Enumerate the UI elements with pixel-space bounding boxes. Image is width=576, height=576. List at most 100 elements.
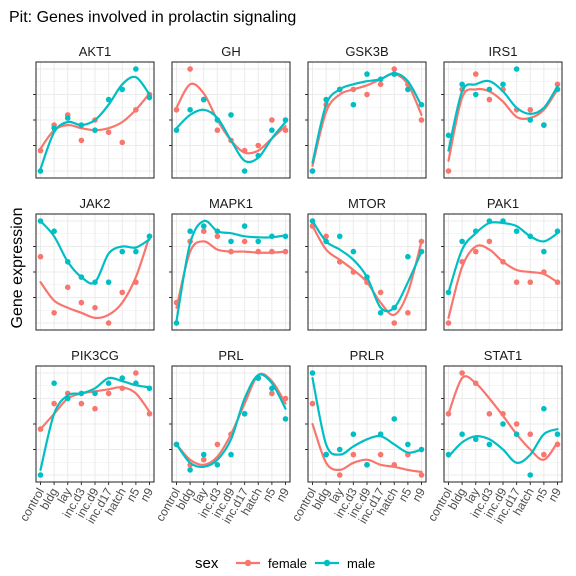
point-female-n9 [554,81,561,88]
strip-label: GSK3B [345,44,388,59]
point-male-inc.d17 [105,279,112,286]
point-male-lay [200,451,207,458]
point-male-inc.d9 [228,112,234,118]
point-male-n9 [282,117,289,123]
point-female-inc.d17 [377,451,384,458]
point-female-n9 [554,279,561,286]
point-female-inc.d3 [214,233,221,240]
point-female-inc.d3 [78,137,85,144]
point-male-n9 [146,233,153,240]
point-female-inc.d3 [486,238,493,245]
point-male-inc.d3 [214,117,221,123]
point-male-control [173,320,180,326]
point-male-hatch [391,416,398,422]
strip-label: JAK2 [79,196,110,211]
point-male-inc.d3 [350,248,357,255]
point-female-lay [472,71,479,77]
point-male-n5 [269,385,275,392]
panel-mtor: MTOR [305,196,427,331]
trend-line-male [447,428,559,464]
panel-border [443,61,563,179]
point-female-control [173,299,180,306]
legend-label-female: female [268,556,307,571]
point-female-control [445,320,452,326]
x-tick-label: n5 [124,485,143,504]
point-male-n9 [282,416,289,422]
point-male-inc.d9 [500,81,506,88]
point-female-n5 [269,117,275,123]
point-male-n9 [146,385,153,392]
strip-label: AKT1 [79,44,112,59]
point-female-inc.d17 [241,238,248,245]
point-male-n5 [133,380,139,387]
point-male-control [445,451,452,458]
legend-title: sex [195,555,219,572]
point-male-inc.d17 [513,66,520,72]
point-female-hatch [255,248,262,255]
point-female-control [37,147,44,154]
point-male-n5 [541,248,547,255]
panel-prlr: PRLRcontrolbldglayinc.d3inc.d9inc.d17hat… [289,348,428,526]
point-male-lay [64,115,71,121]
trend-line-male [175,373,287,469]
point-female-inc.d17 [105,320,112,326]
point-male-inc.d9 [92,390,98,397]
point-female-inc.d9 [500,411,506,417]
point-male-lay [200,223,207,229]
panel-grid: AKT1 GH GSK3B IRS1 JAK2 MAPK1 MTOR PAK1 PIK3CGco… [17,44,564,526]
point-female-control [445,411,452,417]
trend-line-male [311,377,423,456]
point-male-lay [472,228,479,234]
trend-line-male [311,72,423,164]
legend-label-male: male [347,556,375,571]
point-female-lay [64,284,71,291]
point-male-lay [64,395,71,402]
point-male-n9 [554,86,561,93]
x-tick-label: lay [327,486,347,506]
point-female-hatch [527,431,534,438]
point-female-bldg [323,233,329,240]
point-female-control [37,426,44,432]
point-male-hatch [119,86,126,93]
point-female-inc.d9 [228,248,234,255]
point-female-lay [200,228,207,234]
point-female-inc.d17 [105,129,112,136]
panel-border [307,61,427,179]
point-male-inc.d17 [377,76,384,82]
point-male-control [309,168,316,174]
trend-line-female [311,72,423,167]
point-female-n9 [418,117,425,123]
point-male-lay [336,233,343,240]
point-female-lay [472,380,479,387]
point-male-bldg [323,96,329,103]
point-male-inc.d3 [486,441,493,448]
legend: sex female male [195,555,375,572]
point-male-inc.d3 [214,228,221,234]
panel-gsk3b: GSK3B [305,44,427,179]
point-male-control [309,218,316,224]
point-female-inc.d9 [92,405,98,412]
panel-border [443,213,563,331]
point-male-bldg [323,451,329,458]
point-female-n9 [282,127,289,133]
point-male-lay [64,259,71,265]
point-male-control [173,127,180,133]
panel-jak2: JAK2 [33,196,155,331]
point-female-inc.d9 [364,91,370,98]
point-female-inc.d3 [78,299,85,306]
point-male-n5 [133,248,139,255]
point-male-inc.d17 [241,411,248,417]
point-female-bldg [459,370,465,376]
point-male-bldg [187,467,193,473]
point-female-inc.d9 [500,259,506,265]
x-tick-label: n9 [137,485,156,504]
panel-irs1: IRS1 [441,44,563,179]
point-male-inc.d3 [78,390,85,397]
legend-key-male-point [323,559,331,567]
x-tick-label: n5 [532,485,551,504]
point-female-n9 [282,395,289,402]
strip-label: GH [221,44,241,59]
point-male-n9 [554,431,561,438]
point-female-bldg [51,400,57,407]
point-male-inc.d9 [228,238,234,245]
